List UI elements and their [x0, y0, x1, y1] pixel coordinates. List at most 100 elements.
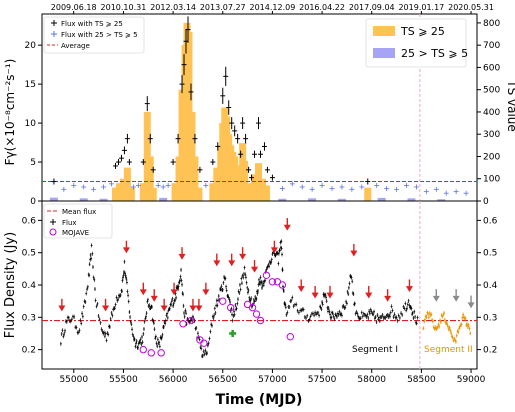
flux-point [244, 275, 247, 280]
flux-point [207, 341, 210, 346]
flux-point [405, 306, 408, 311]
flux-point [129, 315, 132, 320]
flux-point [238, 290, 241, 295]
flux-hi-point [188, 83, 194, 101]
flux-point [250, 296, 253, 301]
flux-point [369, 307, 372, 312]
segment2-point [428, 310, 431, 315]
flux-point [308, 317, 311, 322]
flux-point [270, 260, 273, 265]
flux-point [352, 291, 355, 296]
ts-lo-bar [49, 197, 58, 201]
flux-point [183, 314, 186, 319]
flux-point [401, 312, 404, 317]
flux-point [293, 302, 296, 307]
flux-point [86, 284, 89, 289]
flux-point [242, 271, 245, 276]
flux-lo-point [279, 186, 285, 192]
flux-point [416, 315, 419, 320]
mojave-point [219, 297, 227, 305]
flux-hi-point [192, 133, 198, 144]
top-left-y-label: Fγ(×10⁻⁸cm⁻²s⁻¹) [3, 59, 17, 166]
flux-lo-point [453, 189, 459, 195]
flux-point [62, 334, 65, 339]
flux-point [172, 303, 175, 308]
segment2-point [443, 310, 446, 315]
flux-point [67, 315, 70, 320]
segment2-point [455, 333, 458, 338]
flux-lo-point [101, 184, 107, 190]
flux-hi-point [185, 16, 191, 43]
flux-point [213, 313, 216, 318]
flux-point [156, 337, 159, 342]
flux-point [368, 309, 371, 314]
flux-point [340, 313, 343, 318]
mojave-point [256, 316, 265, 325]
flux-point [325, 295, 328, 300]
segment2-point [427, 312, 430, 317]
x-axis-label: Time (MJD) [216, 392, 303, 408]
ts-hi-bar [241, 160, 249, 201]
top-right-legend: TS ⩾ 25 25 > TS ⩾ 5 [365, 18, 468, 68]
flux-point [152, 319, 155, 324]
flux-point [381, 312, 384, 317]
flux-point [200, 346, 203, 351]
flux-point [90, 243, 93, 248]
segment2-point [462, 312, 465, 317]
flux-point [125, 277, 128, 282]
flux-point [127, 293, 130, 298]
mojave-point [139, 345, 148, 354]
top-right-y-ticks: 0 100 200 300 400 500 600 700 800 [477, 19, 500, 207]
flux-point [391, 308, 394, 313]
flux-point [281, 268, 284, 273]
flare-arrow [170, 282, 178, 296]
flux-point [370, 309, 373, 314]
flux-point [276, 251, 279, 256]
flux-point [325, 299, 328, 304]
flux-hi-point [124, 133, 130, 144]
flux-point [146, 297, 149, 302]
flux-point [65, 319, 68, 324]
flux-point [317, 310, 320, 315]
flux-point [389, 310, 392, 315]
flux-point [63, 331, 66, 336]
flux-point [225, 284, 228, 289]
flux-hi-point [220, 87, 226, 104]
flux-point [378, 315, 381, 320]
flux-hi-point [121, 146, 127, 155]
bottom-left-y-ticks: 0.2 0.3 0.4 0.5 0.6 [22, 216, 42, 356]
ts-hi-bar [251, 174, 259, 201]
flux-point [114, 302, 117, 307]
flux-point [127, 299, 130, 304]
legend-mean-label: Mean flux [62, 208, 96, 216]
flux-point [310, 311, 313, 316]
x-tick-label: 55500 [109, 375, 138, 385]
flux-lo-point [203, 182, 209, 188]
flux-point [209, 329, 212, 334]
bottom-right-y-ticks: 0.2 0.3 0.4 0.5 0.6 [477, 216, 498, 356]
flux-point [81, 311, 84, 316]
flux-point [70, 317, 73, 322]
flux-point [180, 278, 183, 283]
flux-point [258, 277, 261, 282]
flux-point [195, 325, 198, 330]
flux-point [158, 340, 161, 345]
legend-ts-hi-label: TS ⩾ 25 [400, 25, 445, 38]
ts-hi-bar [171, 183, 179, 201]
flux-point [318, 313, 321, 318]
flux-hi-point [269, 174, 275, 181]
flux-point [240, 276, 243, 281]
flux-point [270, 257, 273, 262]
flux-point [183, 310, 186, 315]
flux-hi-point [150, 166, 156, 173]
flare-arrows [58, 218, 475, 312]
segment2-point [436, 325, 439, 330]
flux-point [415, 321, 418, 326]
flare-arrow [251, 260, 259, 273]
flare-arrow [178, 247, 186, 260]
top-right-tick-label: 200 [483, 152, 500, 162]
flux-point [331, 311, 334, 316]
top-left-y-ticks: 0 5 10 15 20 [25, 41, 42, 207]
flux-point [277, 251, 280, 256]
flux-point [337, 312, 340, 317]
